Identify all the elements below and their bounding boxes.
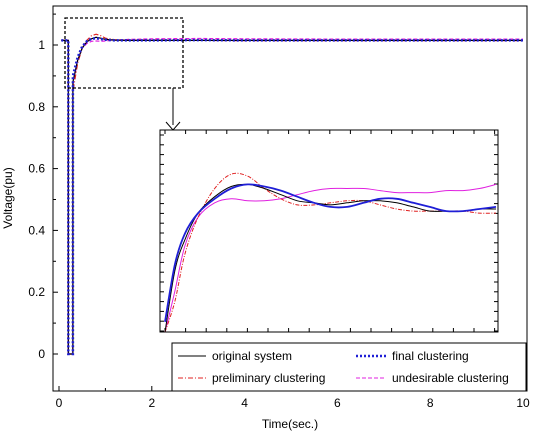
x-tick-label: 6 — [334, 396, 341, 410]
y-axis-label: Voltage(pu) — [1, 167, 15, 228]
y-tick-label: 1 — [38, 38, 45, 52]
legend-label-undesirable: undesirable clustering — [392, 371, 509, 385]
series-line-final-clustering — [61, 36, 523, 356]
x-axis-label: Time(sec.) — [262, 417, 318, 431]
y-tick-label: 0.8 — [28, 100, 45, 114]
zoom-box — [64, 17, 184, 89]
inset-frame — [159, 129, 499, 333]
inset-lines-group — [164, 172, 497, 333]
inset-line-undesirable-clustering — [164, 183, 497, 333]
x-tick-label: 8 — [427, 396, 434, 410]
x-tick-label: 4 — [241, 396, 248, 410]
legend-label-final: final clustering — [392, 349, 469, 363]
legend-label-original: original system — [212, 349, 292, 363]
y-tick-label: 0.4 — [28, 223, 45, 237]
x-tick-label: 10 — [516, 396, 530, 410]
inset-line-final-clustering — [164, 183, 497, 322]
x-tick-label: 0 — [56, 396, 63, 410]
y-tick-label: 0.2 — [28, 285, 45, 299]
legend-box — [171, 342, 527, 392]
inset-line-original-system — [164, 183, 497, 333]
main-lines-group — [61, 33, 523, 356]
legend-label-preliminary: preliminary clustering — [212, 371, 325, 385]
y-tick-label: 0.6 — [28, 162, 45, 176]
x-tick-label: 2 — [148, 396, 155, 410]
y-tick-label: 0 — [38, 347, 45, 361]
